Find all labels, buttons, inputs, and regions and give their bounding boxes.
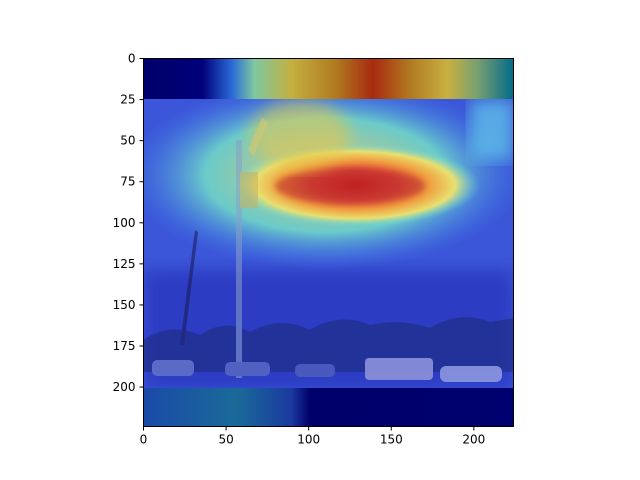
- heatmap-hotspot-core: [275, 168, 425, 204]
- y-tick-label: 175: [113, 339, 136, 353]
- y-tick-label: 50: [120, 134, 135, 148]
- light-pole: [236, 140, 242, 378]
- plot-area: [143, 58, 514, 427]
- heatmap-right-lightblue: [470, 100, 514, 160]
- crane: [180, 230, 198, 345]
- car-1: [152, 360, 194, 376]
- axes-frame: [143, 58, 514, 427]
- car-4: [440, 366, 502, 382]
- y-tick-label: 25: [120, 93, 135, 107]
- car-2: [225, 362, 270, 376]
- x-tick-label: 150: [380, 433, 403, 447]
- y-tick-label: 75: [120, 175, 135, 189]
- photo-overlay: [143, 118, 514, 382]
- pole-top: [248, 118, 268, 156]
- y-tick-label: 200: [113, 380, 136, 394]
- x-tick-label: 0: [140, 433, 148, 447]
- y-axis: 0 25 50 75 100 125 150 175 200: [113, 52, 144, 394]
- x-tick-label: 50: [218, 433, 233, 447]
- x-tick-label: 100: [297, 433, 320, 447]
- y-tick-label: 150: [113, 298, 136, 312]
- heatmap-ridge: [250, 100, 350, 170]
- heatmap-top-strip: [143, 58, 514, 99]
- y-tick-label: 125: [113, 257, 136, 271]
- y-tick-label: 0: [128, 52, 136, 66]
- car-3: [295, 364, 335, 377]
- truck: [365, 358, 433, 380]
- x-tick-label: 200: [462, 433, 485, 447]
- light-fixture: [240, 172, 258, 208]
- y-tick-label: 100: [113, 216, 136, 230]
- heatmap-bottom-band: [143, 388, 514, 427]
- x-axis: 0 50 100 150 200: [140, 426, 485, 447]
